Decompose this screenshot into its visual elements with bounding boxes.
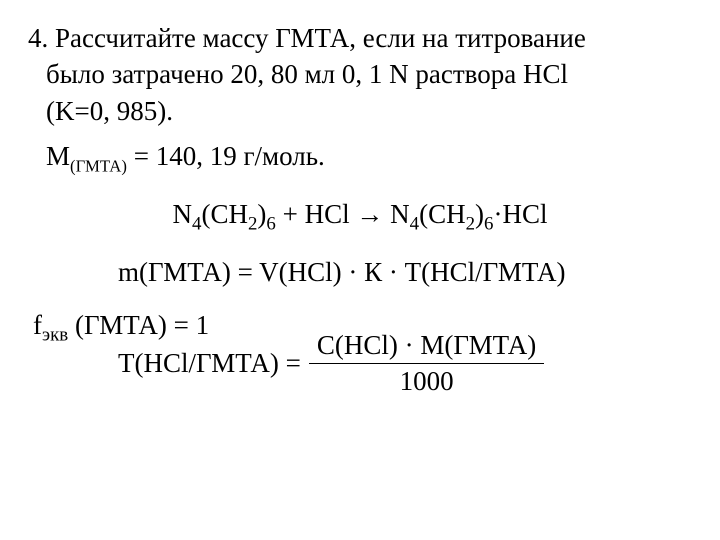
reagent-CH: (CH xyxy=(201,199,248,229)
reagent-exp: 6 xyxy=(266,213,275,234)
problem-line2: было затрачено 20, 80 мл 0, 1 N раствора… xyxy=(46,56,568,92)
problem-statement: 4. Рассчитайте массу ГМТА, если на титро… xyxy=(28,20,692,129)
titre-label: Т(HCl/ГМТА) = xyxy=(118,348,301,379)
chemical-equation: N4(CH2)6 + HCl → N4(CH2)6·HCl xyxy=(28,199,692,235)
reagent-N: N xyxy=(173,199,193,229)
mass-formula-text: m(ГМТА) = V(HCl) · К · Т(HCl/ГМТА) xyxy=(118,257,566,287)
titre-fraction: С(HCl) · М(ГМТА) 1000 xyxy=(309,330,544,397)
mass-formula: m(ГМТА) = V(HCl) · К · Т(HCl/ГМТА) xyxy=(118,257,692,288)
arrow: → xyxy=(356,199,383,229)
molar-mass-line: М(ГМТА) = 140, 19 г/моль. xyxy=(46,141,692,176)
product-close: ) xyxy=(475,199,484,229)
problem-line3: (K=0, 985). xyxy=(46,93,173,129)
problem-line1: 4. Рассчитайте массу ГМТА, если на титро… xyxy=(28,23,586,53)
plus-hcl: + HCl xyxy=(276,199,357,229)
product-N-sub: 4 xyxy=(410,213,419,234)
product-N: N xyxy=(383,199,409,229)
molar-mass-value: = 140, 19 г/моль. xyxy=(127,141,325,171)
product-CH: (CH xyxy=(419,199,466,229)
titre-denominator: 1000 xyxy=(392,364,462,397)
product-CH-sub: 2 xyxy=(466,213,475,234)
titre-numerator: С(HCl) · М(ГМТА) xyxy=(309,330,544,364)
molar-mass-sub: (ГМТА) xyxy=(70,157,127,176)
feq-value: (ГМТА) = 1 xyxy=(68,310,209,340)
reagent-CH-sub: 2 xyxy=(248,213,257,234)
product-hcl: ·HCl xyxy=(493,199,547,229)
feq-sub: экв xyxy=(42,324,68,345)
molar-mass-M: М xyxy=(46,141,70,171)
feq-f: f xyxy=(33,310,42,340)
